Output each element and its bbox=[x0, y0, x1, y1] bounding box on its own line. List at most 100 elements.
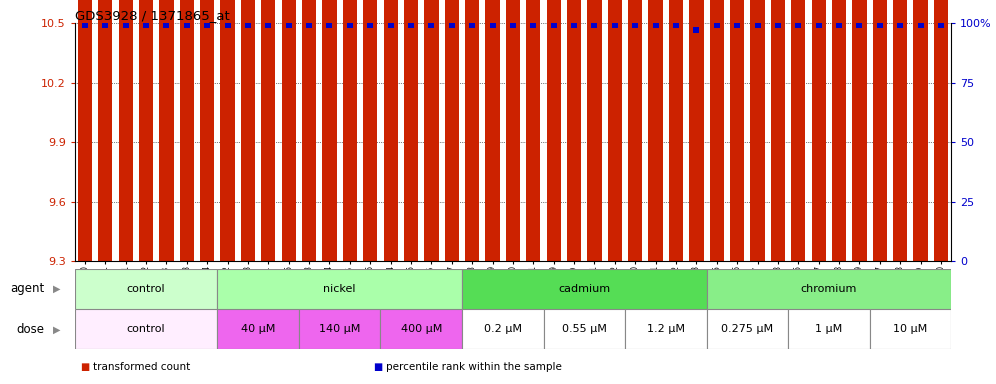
Point bbox=[607, 22, 622, 28]
Point bbox=[423, 22, 439, 28]
Bar bbox=[462, 309, 544, 349]
Bar bbox=[788, 309, 870, 349]
Bar bbox=[730, 0, 744, 261]
Bar bbox=[462, 269, 706, 309]
Point bbox=[342, 22, 358, 28]
Bar bbox=[217, 269, 462, 309]
Point bbox=[505, 22, 521, 28]
Bar bbox=[75, 309, 217, 349]
Text: 40 μM: 40 μM bbox=[241, 324, 275, 334]
Point bbox=[240, 22, 256, 28]
Bar bbox=[485, 0, 500, 261]
Text: 1 μM: 1 μM bbox=[816, 324, 843, 334]
Point bbox=[709, 22, 725, 28]
Text: nickel: nickel bbox=[324, 284, 356, 294]
Point bbox=[138, 22, 154, 28]
Bar bbox=[547, 0, 561, 261]
Bar bbox=[282, 0, 296, 261]
Bar bbox=[771, 0, 785, 261]
Text: GDS3928 / 1371865_at: GDS3928 / 1371865_at bbox=[75, 9, 229, 22]
Text: ▶: ▶ bbox=[53, 324, 61, 334]
Bar bbox=[750, 0, 765, 261]
Point bbox=[322, 22, 338, 28]
Text: 400 μM: 400 μM bbox=[400, 324, 442, 334]
Point bbox=[811, 22, 827, 28]
Bar bbox=[669, 0, 683, 261]
Point bbox=[158, 22, 174, 28]
Point bbox=[382, 22, 398, 28]
Point bbox=[566, 22, 582, 28]
Point bbox=[77, 22, 93, 28]
Bar bbox=[706, 309, 788, 349]
Bar bbox=[424, 0, 438, 261]
Text: ■: ■ bbox=[80, 362, 89, 372]
Bar bbox=[791, 0, 806, 261]
Point bbox=[464, 22, 480, 28]
Point bbox=[647, 22, 663, 28]
Bar bbox=[383, 0, 397, 261]
Bar bbox=[853, 0, 867, 261]
Point bbox=[770, 22, 786, 28]
Text: agent: agent bbox=[11, 282, 45, 295]
Bar bbox=[78, 0, 92, 261]
Point bbox=[892, 22, 908, 28]
Bar bbox=[870, 309, 951, 349]
Bar bbox=[159, 0, 173, 261]
Point bbox=[912, 22, 928, 28]
Point bbox=[627, 22, 643, 28]
Point bbox=[118, 22, 133, 28]
Bar bbox=[872, 0, 887, 261]
Bar bbox=[179, 0, 194, 261]
Point bbox=[219, 22, 235, 28]
Bar bbox=[913, 0, 927, 261]
Point bbox=[485, 22, 501, 28]
Bar bbox=[628, 0, 642, 261]
Point bbox=[791, 22, 807, 28]
Text: control: control bbox=[126, 284, 165, 294]
Bar bbox=[608, 0, 622, 261]
Point bbox=[668, 22, 684, 28]
Bar bbox=[689, 0, 703, 261]
Bar bbox=[119, 0, 132, 261]
Bar bbox=[302, 0, 317, 261]
Point bbox=[281, 22, 297, 28]
Bar bbox=[200, 0, 214, 261]
Text: 1.2 μM: 1.2 μM bbox=[646, 324, 685, 334]
Point bbox=[729, 22, 745, 28]
Bar bbox=[506, 0, 520, 261]
Point bbox=[363, 22, 378, 28]
Point bbox=[179, 22, 195, 28]
Point bbox=[98, 22, 114, 28]
Bar bbox=[404, 0, 418, 261]
Bar bbox=[217, 309, 299, 349]
Text: percentile rank within the sample: percentile rank within the sample bbox=[386, 362, 563, 372]
Text: ▶: ▶ bbox=[53, 284, 61, 294]
Text: control: control bbox=[126, 324, 165, 334]
Point bbox=[444, 22, 460, 28]
Point bbox=[301, 22, 317, 28]
Text: dose: dose bbox=[17, 323, 45, 336]
Bar bbox=[343, 0, 357, 261]
Point bbox=[587, 22, 603, 28]
Point bbox=[403, 22, 419, 28]
Point bbox=[546, 22, 562, 28]
Point bbox=[525, 22, 541, 28]
Bar bbox=[220, 0, 235, 261]
Text: 10 μM: 10 μM bbox=[893, 324, 927, 334]
Bar bbox=[832, 0, 847, 261]
Bar bbox=[75, 269, 217, 309]
Bar bbox=[99, 0, 113, 261]
Text: transformed count: transformed count bbox=[93, 362, 190, 372]
Bar bbox=[138, 0, 153, 261]
Point bbox=[852, 22, 868, 28]
Bar bbox=[648, 0, 662, 261]
Bar bbox=[364, 0, 377, 261]
Bar bbox=[465, 0, 479, 261]
Bar bbox=[706, 269, 951, 309]
Bar bbox=[444, 0, 459, 261]
Point bbox=[199, 22, 215, 28]
Point bbox=[750, 22, 766, 28]
Bar bbox=[893, 0, 907, 261]
Point bbox=[688, 27, 704, 33]
Bar bbox=[299, 309, 380, 349]
